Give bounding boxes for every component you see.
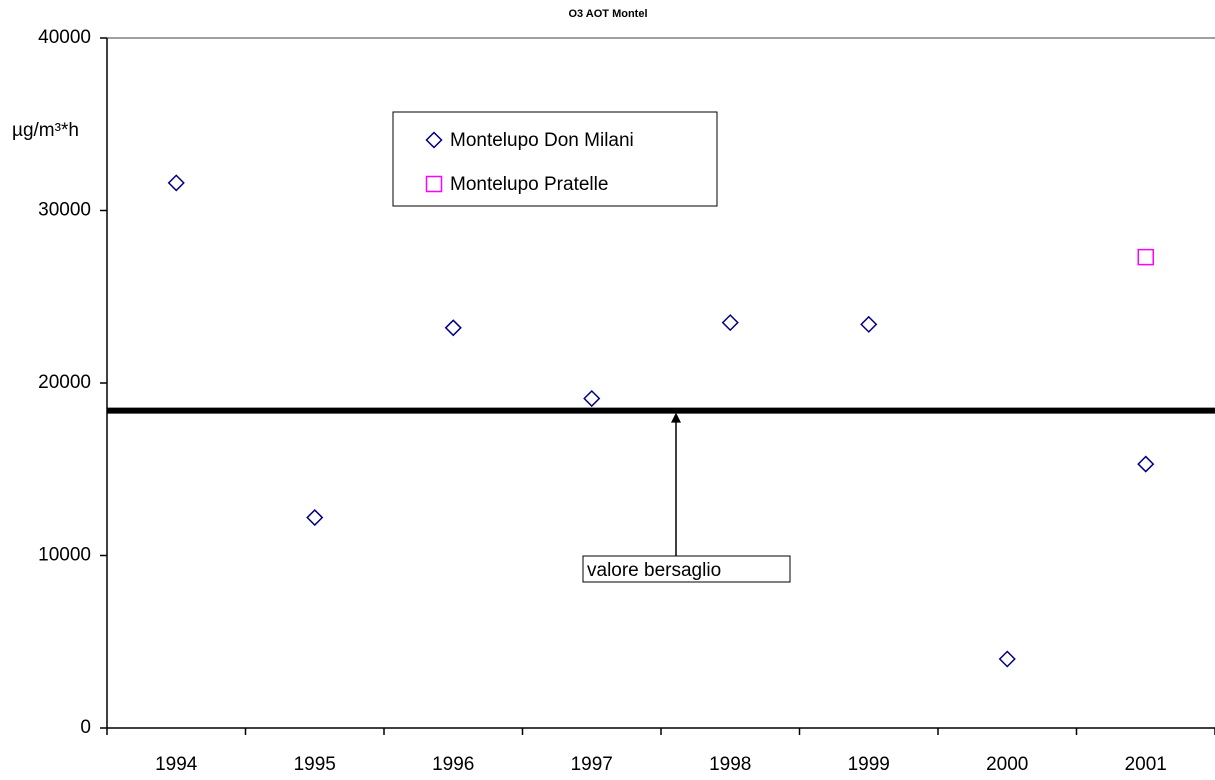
x-tick-label: 1994 xyxy=(155,754,198,775)
chart-title: O3 AOT Montel xyxy=(568,8,647,20)
x-tick-label: 1995 xyxy=(294,754,336,775)
x-tick-label: 1996 xyxy=(432,754,474,775)
point xyxy=(306,508,324,527)
arrow-head xyxy=(671,412,681,423)
legend-marker xyxy=(425,175,443,193)
legend-marker xyxy=(425,131,443,149)
y-tick-label: 30000 xyxy=(38,200,91,221)
x-tick-label: 2000 xyxy=(986,754,1028,775)
point xyxy=(1137,248,1154,266)
point xyxy=(860,315,878,333)
point xyxy=(1137,455,1155,473)
x-tick-label: 2001 xyxy=(1125,754,1167,775)
y-tick-label: 20000 xyxy=(38,372,91,393)
annotation-box xyxy=(582,555,791,583)
y-tick-label: 40000 xyxy=(38,27,91,48)
legend-label: Montelupo Don Milani xyxy=(450,130,634,151)
x-tick-label: 1998 xyxy=(709,754,751,775)
x-tick-label: 1997 xyxy=(571,754,613,775)
legend-box xyxy=(392,111,718,207)
annotation: valore bersaglio xyxy=(587,560,721,581)
point xyxy=(444,319,462,337)
legend-label: Montelupo Pratelle xyxy=(450,174,608,195)
point xyxy=(583,389,601,408)
point xyxy=(998,650,1016,668)
x-tick-label: 1999 xyxy=(848,754,890,775)
point xyxy=(167,174,185,192)
point xyxy=(721,314,739,332)
y-axis-label: µg/m³*h xyxy=(12,120,79,141)
y-tick-label: 10000 xyxy=(38,545,91,566)
y-tick-label: 0 xyxy=(80,717,91,738)
